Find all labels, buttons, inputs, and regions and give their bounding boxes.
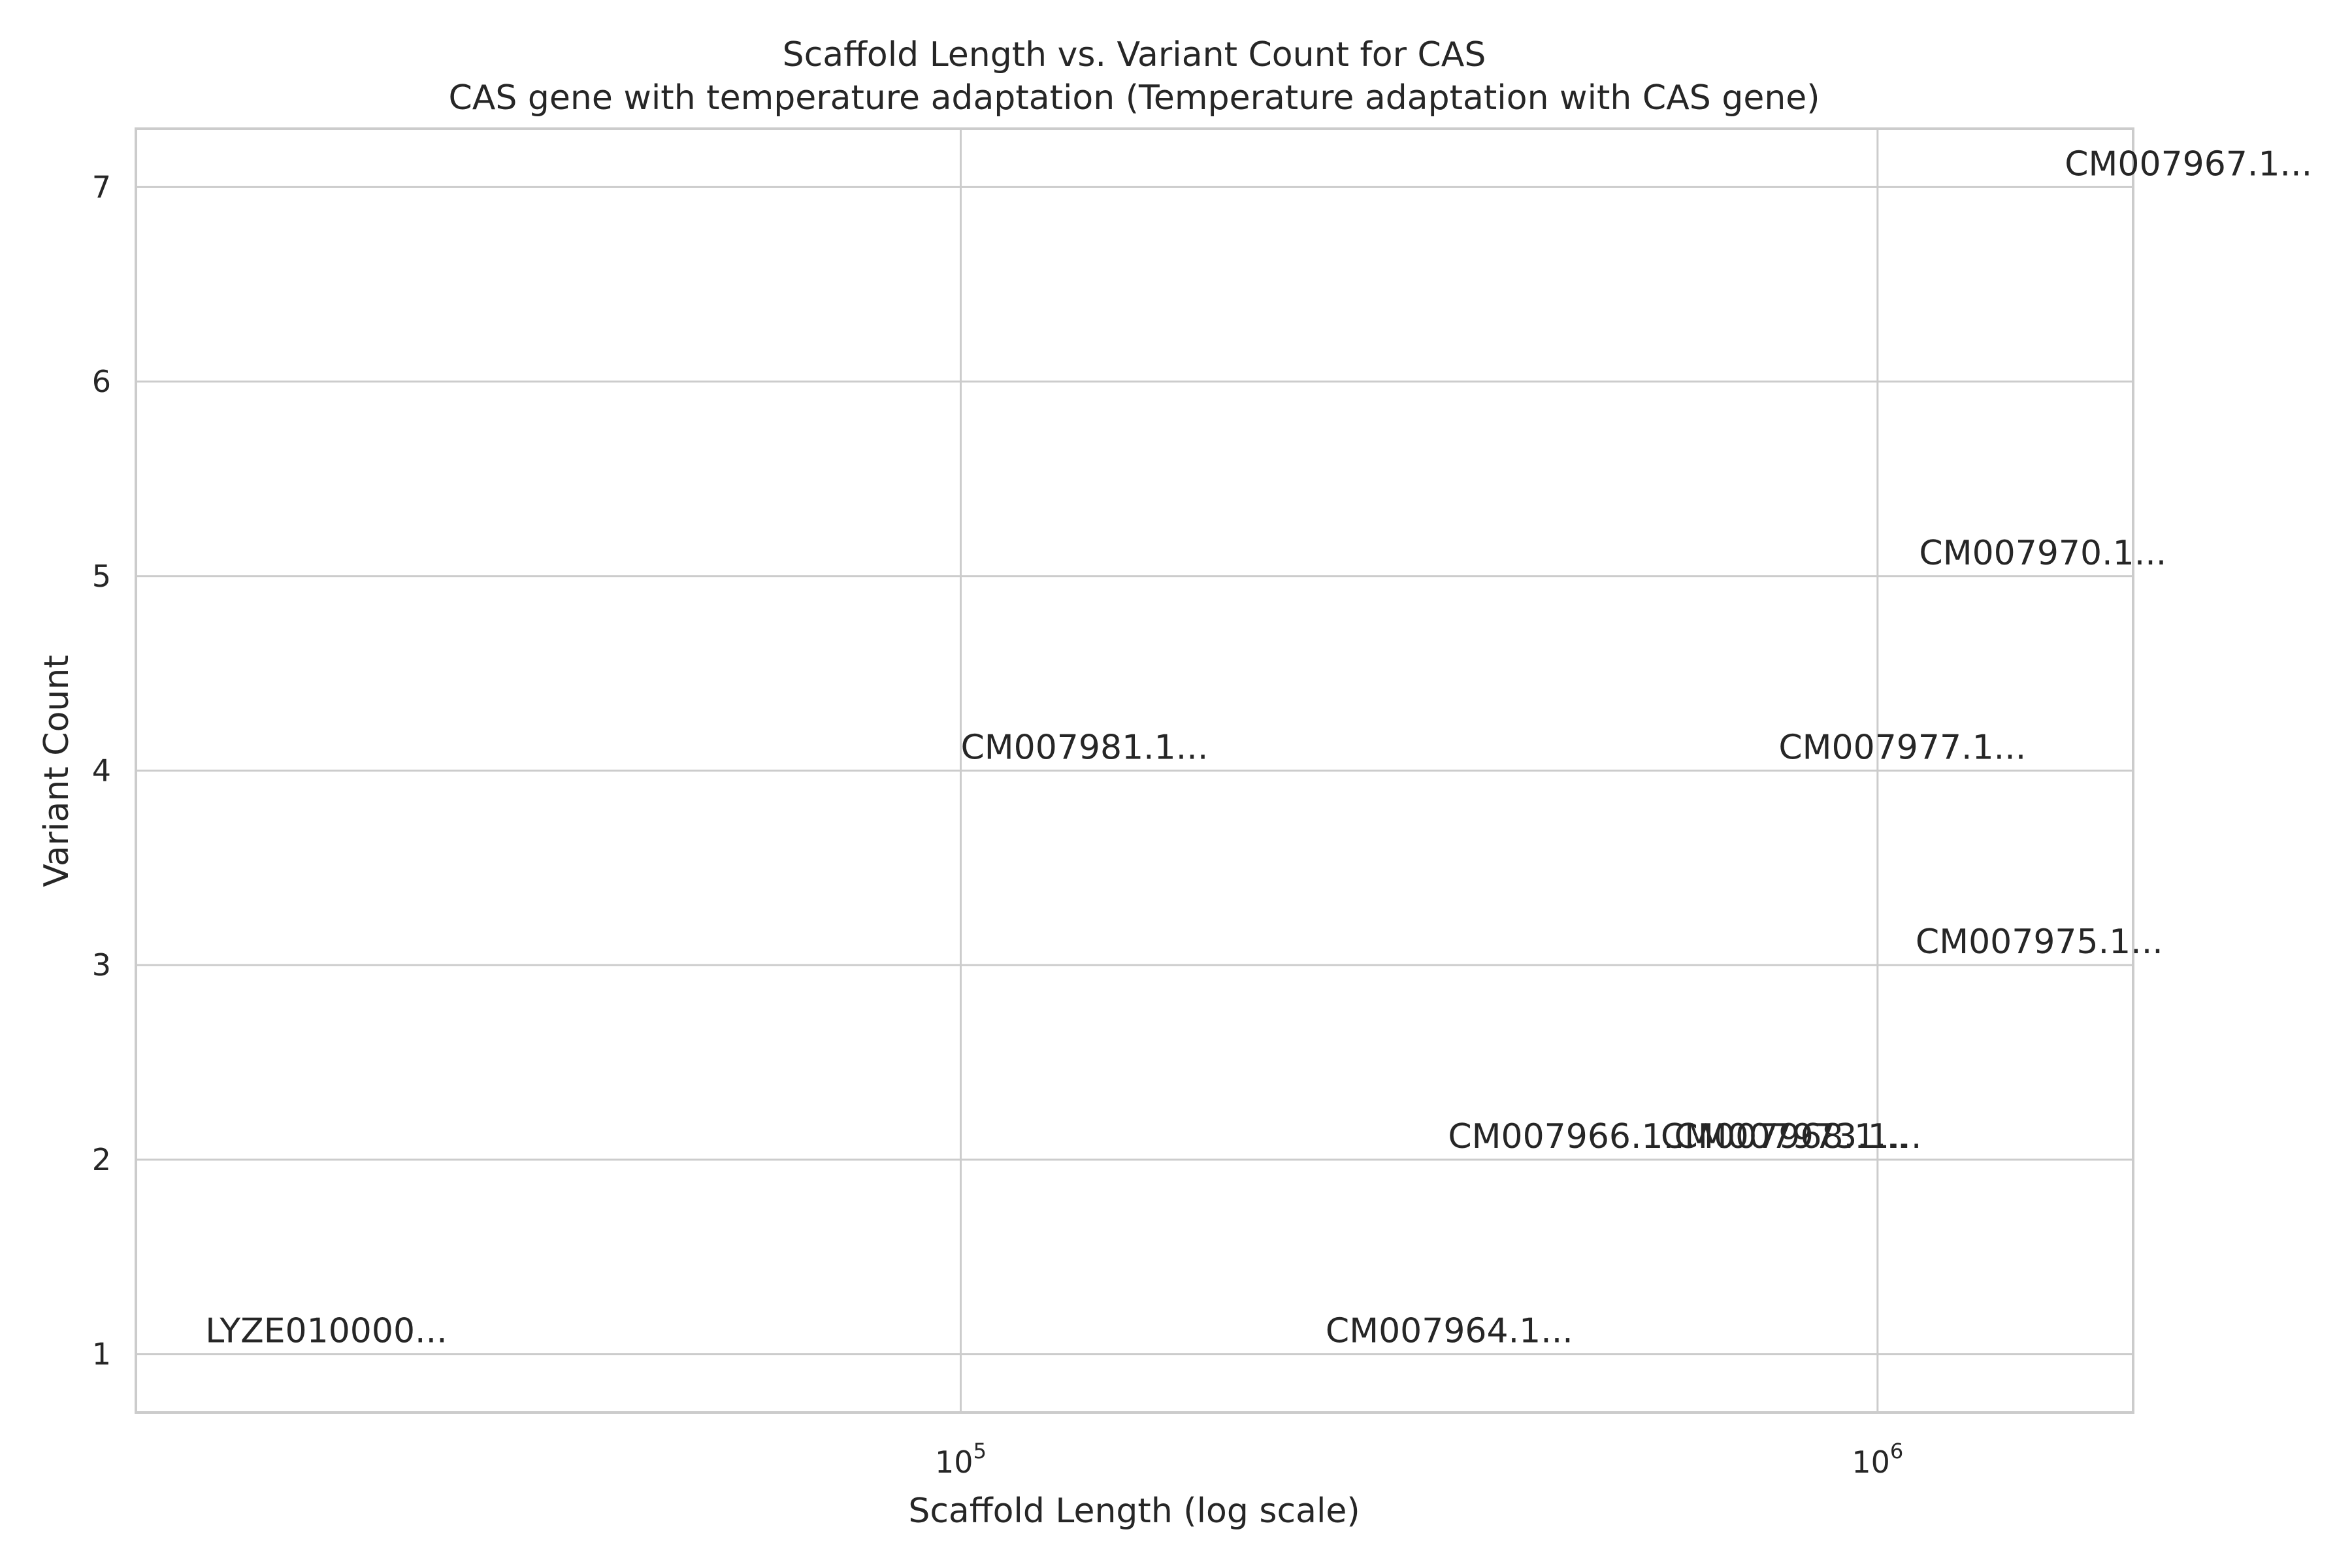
x-axis-label: Scaffold Length (log scale) xyxy=(908,1492,1360,1531)
tick-label-layer: 1 2 3 4 5 6 7 105 106 xyxy=(92,169,1904,1480)
chart-subtitle: CAS gene with temperature adaptation (Te… xyxy=(448,78,1820,118)
y-tick-label: 4 xyxy=(92,753,111,789)
point-label: CM007977.1... xyxy=(1778,728,2026,768)
x-tick-label: 105 xyxy=(935,1439,987,1480)
point-label: CM007966.1... xyxy=(1448,1117,1695,1156)
plot-area-frame xyxy=(135,127,2134,1414)
y-tick-label: 5 xyxy=(92,559,111,594)
grid-layer xyxy=(136,129,2133,1413)
point-label: CM007964.1... xyxy=(1326,1312,1573,1351)
point-label: CM007967.1... xyxy=(2065,144,2312,184)
point-label-layer: LYZE010000... CM007964.1... CM007981.1... C… xyxy=(205,144,2312,1350)
x-tick-label: 106 xyxy=(1852,1439,1903,1480)
y-tick-label: 6 xyxy=(92,364,111,399)
chart-title: Scaffold Length vs. Variant Count for CA… xyxy=(783,35,1486,74)
y-axis-label: Variant Count xyxy=(37,655,76,887)
point-label: CM007975.1... xyxy=(1916,923,2163,962)
y-tick-label: 3 xyxy=(92,947,111,983)
y-tick-label: 2 xyxy=(92,1142,111,1177)
y-tick-label: 1 xyxy=(92,1337,111,1372)
point-label: LYZE010000... xyxy=(205,1312,447,1351)
point-label: CM007970.1... xyxy=(1919,534,2166,573)
y-tick-label: 7 xyxy=(92,169,111,204)
point-label: CM007968.1... xyxy=(1661,1117,1908,1156)
point-label: CM007973.1... xyxy=(1674,1117,1921,1156)
point-label: CM007981.1... xyxy=(960,728,1208,768)
